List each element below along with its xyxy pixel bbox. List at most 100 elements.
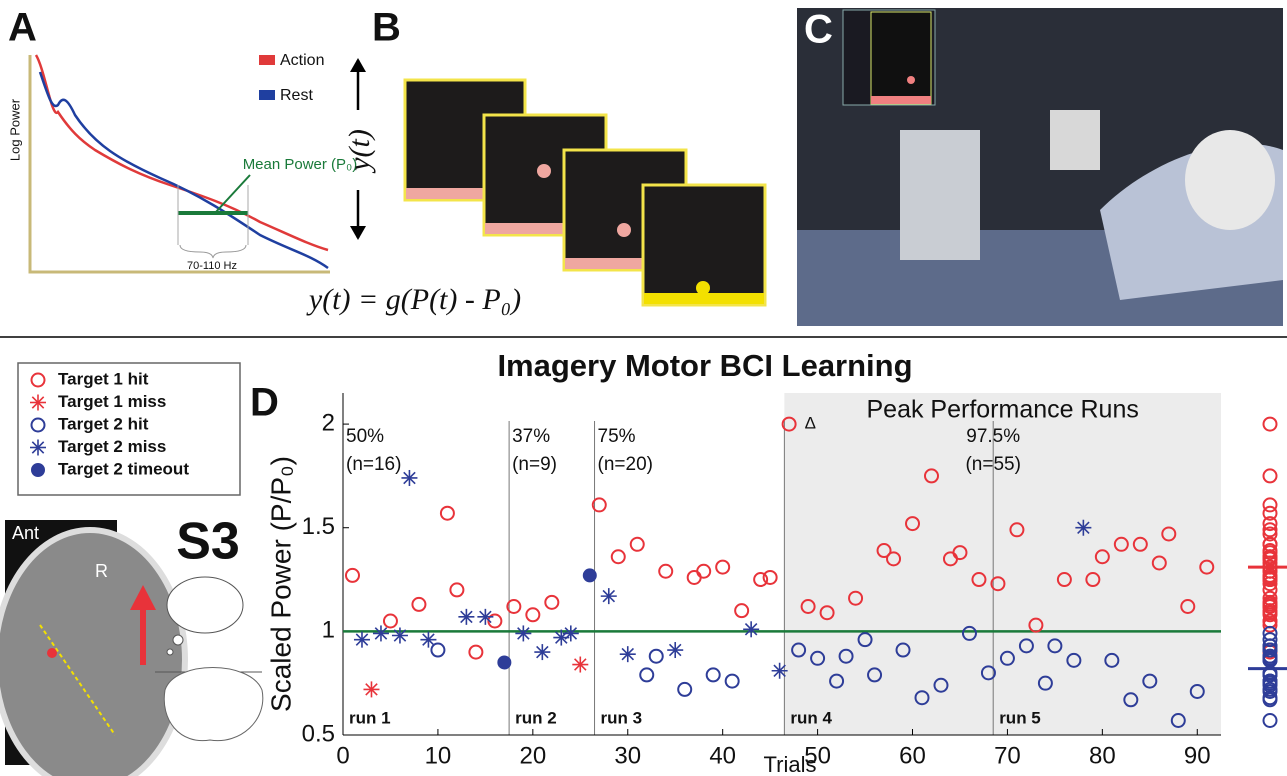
marginal-point <box>1264 714 1277 727</box>
legend-label: Action <box>280 52 324 69</box>
data-point <box>354 632 370 648</box>
data-point <box>726 675 739 688</box>
panel-letter: C <box>804 8 833 52</box>
arrowhead <box>350 58 366 72</box>
x-tick-label: 60 <box>899 742 926 769</box>
data-point <box>515 625 531 641</box>
arrowhead <box>350 226 366 240</box>
data-point <box>477 609 493 625</box>
x-tick-label: 20 <box>519 742 546 769</box>
legend-marker <box>30 440 46 456</box>
data-point <box>469 646 482 659</box>
x-tick-label: 70 <box>994 742 1021 769</box>
data-point <box>716 561 729 574</box>
legend-label: Target 2 miss <box>58 437 166 456</box>
performance-percent: 50% <box>346 426 384 447</box>
action-curve <box>36 55 328 250</box>
shade-label: Peak Performance Runs <box>867 396 1139 424</box>
data-point <box>612 550 625 563</box>
legend-label: Target 1 hit <box>58 369 149 388</box>
y-axis-label: Scaled Power (P/P₀) <box>265 456 296 712</box>
y-tick-label: 0.5 <box>302 720 335 747</box>
performance-n: (n=20) <box>598 454 653 475</box>
performance-percent: 75% <box>598 426 636 447</box>
data-point <box>772 663 788 679</box>
data-point <box>735 604 748 617</box>
data-point <box>450 583 463 596</box>
performance-n: (n=55) <box>965 454 1020 475</box>
data-point <box>659 565 672 578</box>
photo <box>797 8 1283 326</box>
data-point <box>563 625 579 641</box>
x-tick-label: 80 <box>1089 742 1116 769</box>
y-tick-label: 1 <box>322 617 335 644</box>
data-point <box>441 507 454 520</box>
brace <box>180 245 246 258</box>
y-tick-label: 1.5 <box>302 513 335 540</box>
x-tick-label: 40 <box>709 742 736 769</box>
data-point <box>584 569 596 581</box>
data-point <box>1075 520 1091 536</box>
legend-marker <box>30 395 46 411</box>
performance-n: (n=16) <box>346 454 401 475</box>
x-tick-label: 50 <box>804 742 831 769</box>
run-label: run 1 <box>349 708 391 727</box>
legend-swatch <box>259 55 275 65</box>
marginal-point <box>1264 418 1277 431</box>
y-tick-label: 2 <box>322 409 335 436</box>
data-point <box>545 596 558 609</box>
annotation: Δ <box>805 414 816 433</box>
band-label: 70-110 Hz <box>187 260 237 272</box>
data-point <box>640 668 653 681</box>
run-label: run 4 <box>790 708 832 727</box>
data-point <box>458 609 474 625</box>
data-point <box>412 598 425 611</box>
axis-label: y(t) <box>343 129 376 174</box>
data-point <box>363 681 379 697</box>
data-point <box>498 656 510 668</box>
subject-label: S3 <box>176 513 240 571</box>
legend-label: Target 1 miss <box>58 392 166 411</box>
data-point <box>631 538 644 551</box>
figure: A 70-110 Hz Mean Power (P₀) Log Power Ac… <box>0 0 1287 776</box>
mri <box>0 520 185 776</box>
formula: y(t) = g(P(t) - P₀) <box>306 283 521 316</box>
panel-b: y(t) <box>343 58 765 305</box>
data-point <box>526 608 539 621</box>
data-point <box>620 646 636 662</box>
data-point <box>707 668 720 681</box>
marginal-point <box>1264 469 1277 482</box>
data-point <box>534 644 550 660</box>
data-point <box>384 615 397 628</box>
legend-label: Rest <box>280 87 313 104</box>
panel-a-plot: 70-110 Hz Mean Power (P₀) Log Power Acti… <box>7 52 357 272</box>
legend-label: Target 2 hit <box>58 414 149 433</box>
performance-percent: 97.5% <box>966 426 1020 447</box>
data-point <box>346 569 359 582</box>
legend-swatch <box>259 90 275 100</box>
x-tick-label: 0 <box>336 742 349 769</box>
data-point <box>373 625 389 641</box>
x-tick-label: 10 <box>425 742 452 769</box>
panel-letter: D <box>250 381 279 425</box>
mri-label: R <box>95 561 108 581</box>
performance-percent: 37% <box>512 426 550 447</box>
performance-n: (n=9) <box>512 454 557 475</box>
run-label: run 3 <box>601 708 643 727</box>
chart-title: Imagery Motor BCI Learning <box>497 348 912 383</box>
data-point <box>764 571 777 584</box>
run-label: run 5 <box>999 708 1041 727</box>
data-point <box>650 650 663 663</box>
data-point <box>743 621 759 637</box>
data-point <box>667 642 683 658</box>
legend-label: Target 2 timeout <box>58 459 189 478</box>
data-point <box>688 571 701 584</box>
x-tick-label: 90 <box>1184 742 1211 769</box>
mri-label: Ant <box>12 523 39 543</box>
data-point <box>678 683 691 696</box>
y-label: Log Power <box>7 98 22 161</box>
x-tick-label: 30 <box>614 742 641 769</box>
data-point <box>401 470 417 486</box>
legend-marker <box>32 464 44 476</box>
data-point <box>392 628 408 644</box>
